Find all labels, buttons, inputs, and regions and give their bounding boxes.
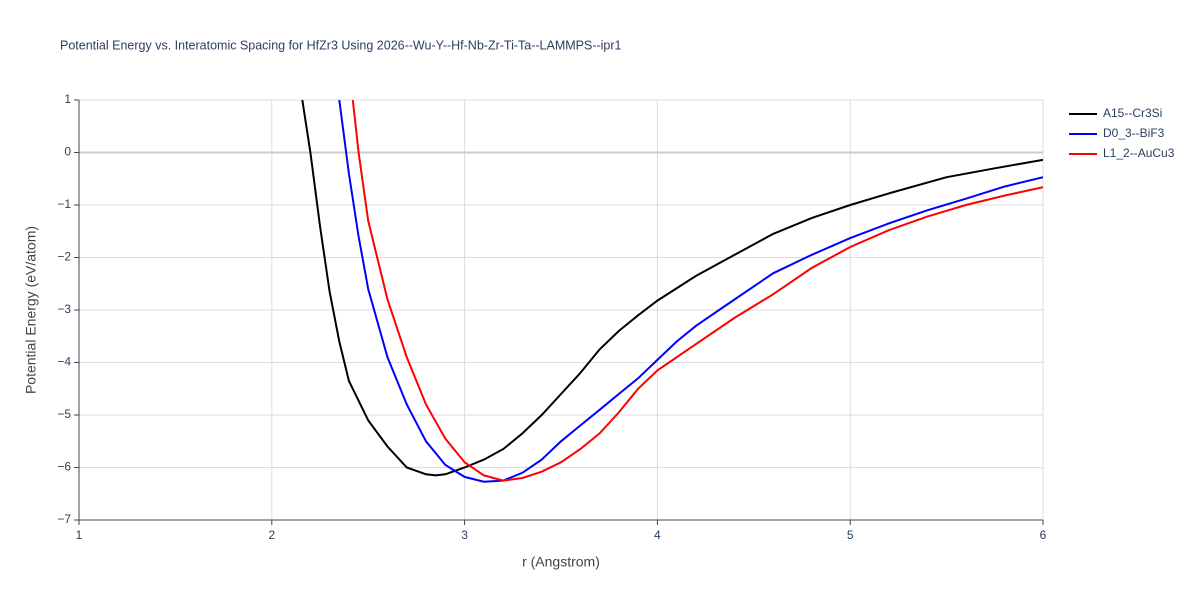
x-tick-label: 6 [1040,528,1047,542]
x-tick-label: 5 [847,528,854,542]
plot-area [301,100,1043,483]
legend-label: A15--Cr3Si [1103,106,1162,120]
y-tick-label: −6 [57,460,71,474]
legend-label: L1_2--AuCu3 [1103,146,1175,160]
x-tick-label: 3 [461,528,468,542]
chart-title: Potential Energy vs. Interatomic Spacing… [60,38,622,52]
x-tick-label: 2 [268,528,275,542]
x-axis-title: r (Angstrom) [522,554,600,570]
series-line [338,100,1043,483]
grid: 1 2 3 4 5 6 −7 −6 −5 −4 −3 −2 −1 0 1 [57,92,1046,542]
x-tick-label: 4 [654,528,661,542]
legend-label: D0_3--BiF3 [1103,126,1165,140]
series-line [301,100,1043,477]
y-tick-label: −1 [57,197,71,211]
y-axis-title: Potential Energy (eV/atom) [23,226,39,394]
y-tick-label: −3 [57,302,71,316]
y-tick-label: −2 [57,250,71,264]
y-tick-label: 1 [64,92,71,106]
series-line [351,100,1043,482]
y-tick-label: −5 [57,407,71,421]
legend: A15--Cr3Si D0_3--BiF3 L1_2--AuCu3 [1069,106,1175,160]
y-tick-label: 0 [64,145,71,159]
x-tick-label: 1 [76,528,83,542]
y-tick-label: −7 [57,512,71,526]
y-tick-label: −4 [57,355,71,369]
